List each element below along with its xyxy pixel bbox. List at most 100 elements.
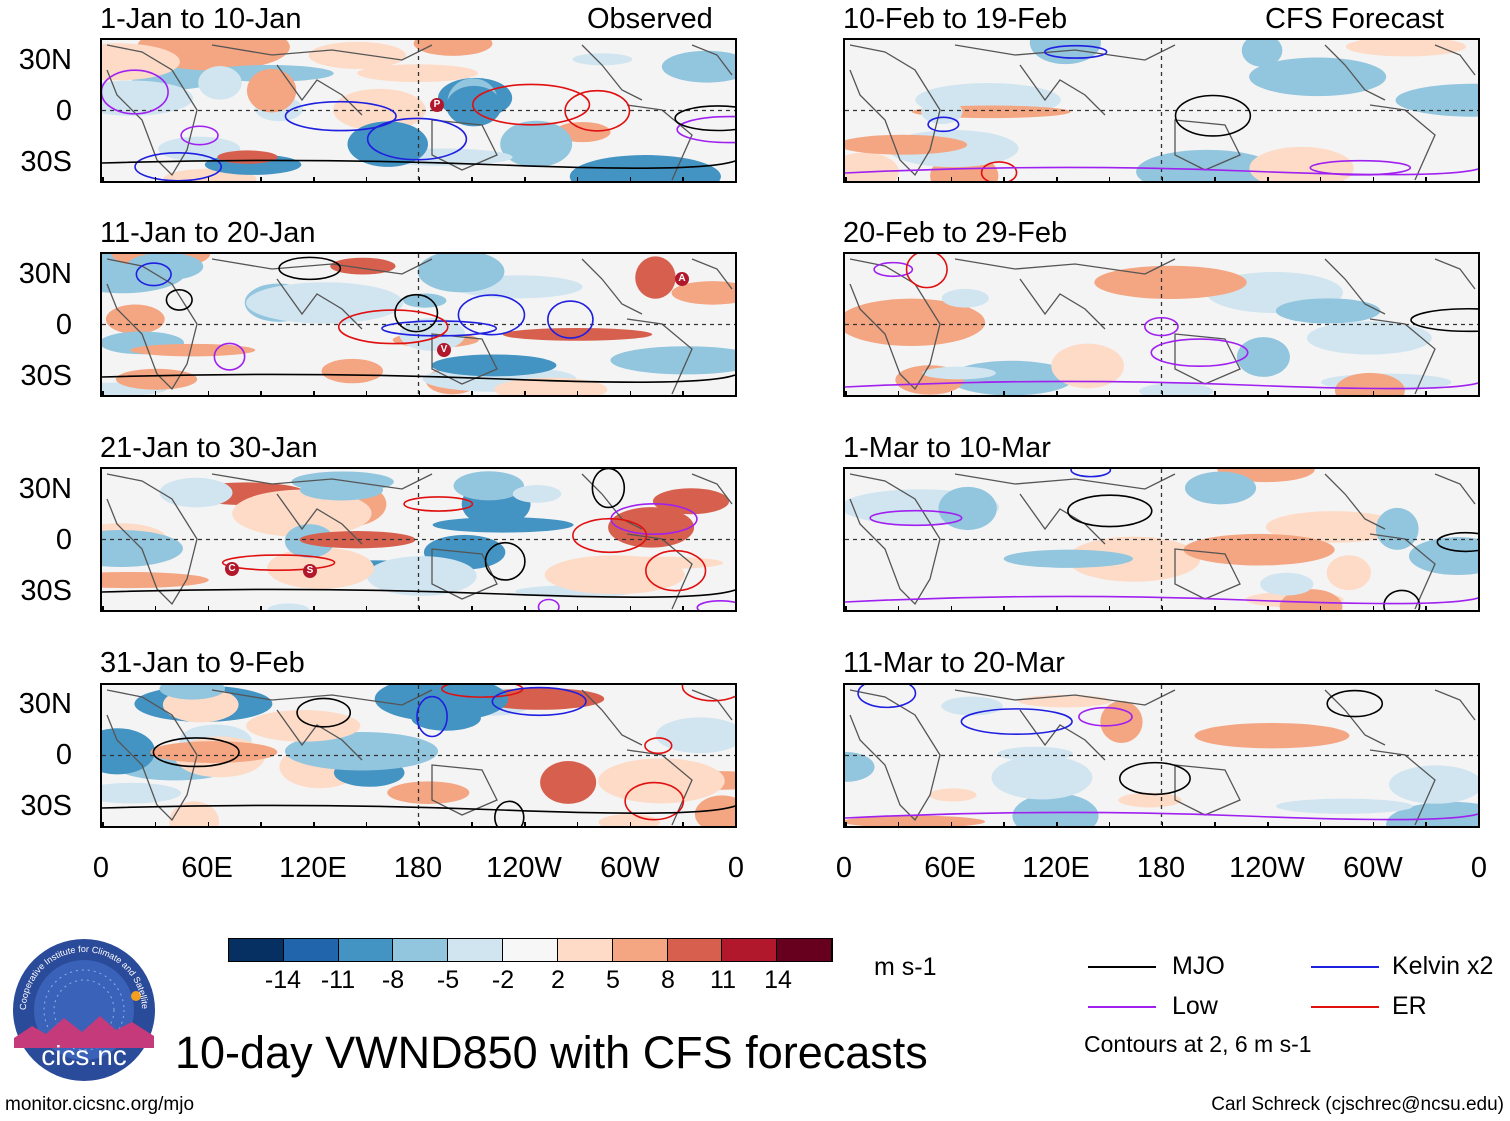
colorbar-swatch (448, 939, 504, 961)
panel-title-right-2: 1-Mar to 10-Mar (843, 432, 1051, 464)
axis-tick (897, 822, 900, 826)
colorbar-label: 11 (710, 966, 736, 994)
axis-tick (207, 391, 209, 395)
lon-label-180: 180 (393, 852, 443, 884)
axis-tick (629, 391, 631, 395)
axis-tick (313, 606, 315, 610)
colorbar-label: -11 (320, 966, 356, 994)
axis-tick (950, 391, 952, 395)
axis-tick (576, 606, 579, 610)
lat-label-30n: 30N (18, 44, 72, 76)
axis-tick (260, 822, 262, 826)
colorbar-label: -14 (264, 966, 302, 994)
axis-tick (1478, 822, 1480, 828)
axis-tick (154, 391, 157, 395)
legend-line-kelvin (1311, 966, 1379, 968)
lon-label-60e: 60E (181, 852, 233, 884)
axis-tick (1267, 391, 1269, 395)
axis-tick (1056, 177, 1058, 181)
axis-tick (1372, 822, 1374, 826)
axis-tick (471, 606, 473, 610)
axis-tick (365, 822, 368, 826)
axis-tick (418, 606, 420, 610)
axis-tick (1161, 822, 1163, 826)
legend-line-low (1088, 1006, 1156, 1008)
axis-tick (207, 606, 209, 610)
map-panel-right-2 (843, 467, 1480, 612)
lat-label-eq: 0 (55, 95, 72, 127)
axis-tick (1108, 391, 1111, 395)
axis-tick (102, 391, 104, 395)
axis-tick (1003, 822, 1005, 826)
lon-label-120w: 120W (486, 852, 562, 884)
panel-title-right-3: 11-Mar to 20-Mar (843, 647, 1065, 679)
axis-tick (845, 606, 847, 610)
axis-tick (1425, 606, 1427, 610)
axis-tick (845, 391, 847, 395)
axis-tick (154, 822, 157, 826)
axis-tick (1003, 177, 1005, 181)
colorbar-swatch (393, 939, 449, 961)
axis-tick (524, 391, 526, 395)
colorbar-label: 8 (661, 966, 675, 994)
lon-label-60w: 60W (1343, 852, 1403, 884)
legend-label-kelvin: Kelvin x2 (1392, 952, 1494, 980)
legend-line-er (1311, 1006, 1379, 1008)
lat-label-eq: 0 (55, 309, 72, 341)
axis-tick (365, 606, 368, 610)
axis-tick (897, 606, 900, 610)
colorbar-label: -8 (381, 966, 405, 994)
cics-logo: Cooperative Institute for Climate and Sa… (10, 930, 156, 1082)
axis-tick (154, 177, 157, 181)
legend-line-mjo (1088, 966, 1156, 968)
axis-tick (845, 177, 847, 181)
axis-tick (1214, 177, 1216, 181)
axis-tick (629, 177, 631, 181)
axis-tick (1214, 822, 1216, 826)
axis-tick (1478, 177, 1480, 183)
axis-tick (682, 391, 684, 395)
axis-tick (471, 822, 473, 826)
axis-tick (1372, 177, 1374, 181)
footer-credit: Carl Schreck (cjschrec@ncsu.edu) (1211, 1094, 1504, 1115)
axis-tick (1425, 391, 1427, 395)
axis-tick (260, 606, 262, 610)
legend-label-low: Low (1172, 992, 1218, 1020)
colorbar (228, 938, 833, 962)
axis-tick (365, 177, 368, 181)
axis-tick (682, 822, 684, 826)
storm-marker: A (675, 272, 689, 286)
colorbar-swatch (557, 939, 613, 961)
axis-tick (102, 177, 104, 181)
panel-title-left-3: 31-Jan to 9-Feb (100, 647, 305, 679)
axis-tick (1319, 606, 1322, 610)
panel-title-left-0: 1-Jan to 10-Jan (100, 3, 302, 35)
axis-tick (1161, 606, 1163, 610)
legend-label-er: ER (1392, 992, 1427, 1020)
axis-tick (576, 177, 579, 181)
lon-label-60e: 60E (924, 852, 976, 884)
axis-tick (1372, 391, 1374, 395)
lat-label-30n: 30N (18, 258, 72, 290)
axis-tick (735, 822, 737, 828)
colorbar-swatch (667, 939, 723, 961)
lat-label-30n: 30N (18, 473, 72, 505)
footer-link[interactable]: monitor.cicsnc.org/mjo (5, 1094, 195, 1115)
colorbar-label: 14 (764, 966, 792, 994)
axis-tick (1003, 391, 1005, 395)
axis-tick (207, 177, 209, 181)
axis-tick (1108, 606, 1111, 610)
axis-tick (1425, 177, 1427, 181)
axis-tick (313, 177, 315, 181)
axis-tick (845, 822, 847, 826)
map-panel-left-0: P (100, 38, 737, 183)
colorbar-swatch (229, 939, 284, 961)
lat-label-30s: 30S (20, 575, 72, 607)
lon-label-360: 0 (727, 852, 745, 884)
axis-tick (1478, 391, 1480, 397)
axis-tick (735, 391, 737, 397)
colorbar-swatch (503, 939, 558, 961)
axis-tick (950, 606, 952, 610)
axis-tick (102, 606, 104, 610)
